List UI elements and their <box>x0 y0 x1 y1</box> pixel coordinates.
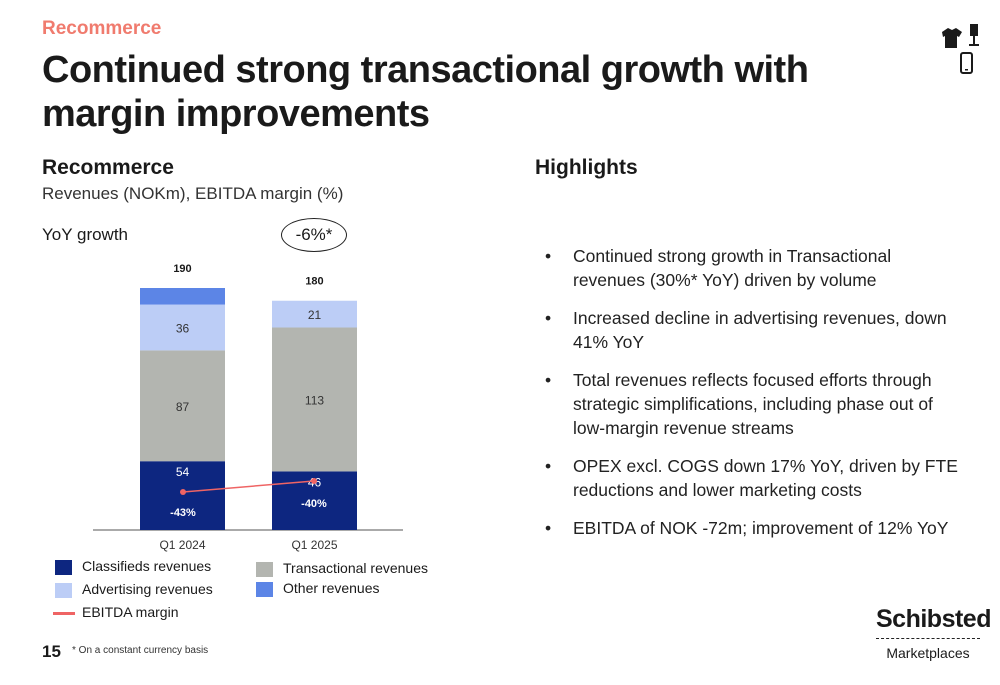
legend-label: Other revenues <box>283 580 380 596</box>
category-icons <box>942 24 979 74</box>
legend-label: Classifieds revenues <box>82 558 212 574</box>
bar-value-label: 87 <box>176 400 190 414</box>
bar-segment-other-revenues <box>140 288 225 305</box>
highlight-item: Total revenues reflects focused efforts … <box>545 368 965 440</box>
legend-label: Transactional revenues <box>283 560 429 576</box>
bar-segment-advertising-revenues <box>140 304 225 351</box>
footnote: * On a constant currency basis <box>72 645 209 656</box>
x-tick-label: Q1 2025 <box>291 538 337 552</box>
highlight-item: EBITDA of NOK -72m; improvement of 12% Y… <box>545 516 965 540</box>
highlight-item: Continued strong growth in Transactional… <box>545 244 965 292</box>
page-title: Continued strong transactional growth wi… <box>42 49 809 135</box>
brand-name: Schibsted <box>876 605 991 633</box>
page-number: 15 <box>42 642 61 661</box>
ebitda-margin-point <box>311 478 317 484</box>
bar-segment-advertising-revenues <box>272 300 357 328</box>
brand-subtitle: Marketplaces <box>886 645 970 661</box>
bar-segment-classifieds-revenues <box>140 461 225 530</box>
brand-divider <box>876 638 980 639</box>
legend-label: Advertising revenues <box>82 581 213 597</box>
bar-total-label: 190 <box>173 263 191 275</box>
section-label: Recommerce <box>42 18 162 39</box>
bar-segment-transactional-revenues <box>140 350 225 462</box>
legend-swatch <box>55 583 72 598</box>
ebitda-margin-point <box>180 489 186 495</box>
legend-label: EBITDA margin <box>82 604 179 620</box>
ebitda-margin-line <box>182 480 315 493</box>
tshirt-icon <box>942 28 962 48</box>
yoy-badge: -6%* <box>281 218 347 252</box>
legend-swatch <box>256 582 273 597</box>
bar-value-label: 21 <box>308 308 322 322</box>
chart-subtitle: Revenues (NOKm), EBITDA margin (%) <box>42 184 344 203</box>
bar-segment-transactional-revenues <box>272 327 357 472</box>
x-tick-label: Q1 2024 <box>159 538 205 552</box>
bar-value-label: 113 <box>305 393 324 407</box>
phone-icon <box>960 52 973 74</box>
legend-line-marker <box>53 612 75 615</box>
bar-total-label: 180 <box>305 276 323 288</box>
chart-title: Recommerce <box>42 156 174 179</box>
yoy-label: YoY growth <box>42 225 129 244</box>
highlights-title: Highlights <box>535 156 638 179</box>
ebitda-margin-label: -40% <box>301 498 327 510</box>
lamp-icon <box>969 24 979 46</box>
highlight-item: Increased decline in advertising revenue… <box>545 306 965 354</box>
ebitda-margin-label: -43% <box>170 507 196 519</box>
bar-value-label: 36 <box>176 321 190 335</box>
bar-value-label: 54 <box>176 465 190 479</box>
legend-swatch <box>55 560 72 575</box>
legend-swatch <box>256 562 273 577</box>
brand-logo: Schibsted Marketplaces <box>876 604 991 661</box>
highlight-item: OPEX excl. COGS down 17% YoY, driven by … <box>545 454 965 502</box>
highlights-list: Continued strong growth in Transactional… <box>545 244 965 554</box>
